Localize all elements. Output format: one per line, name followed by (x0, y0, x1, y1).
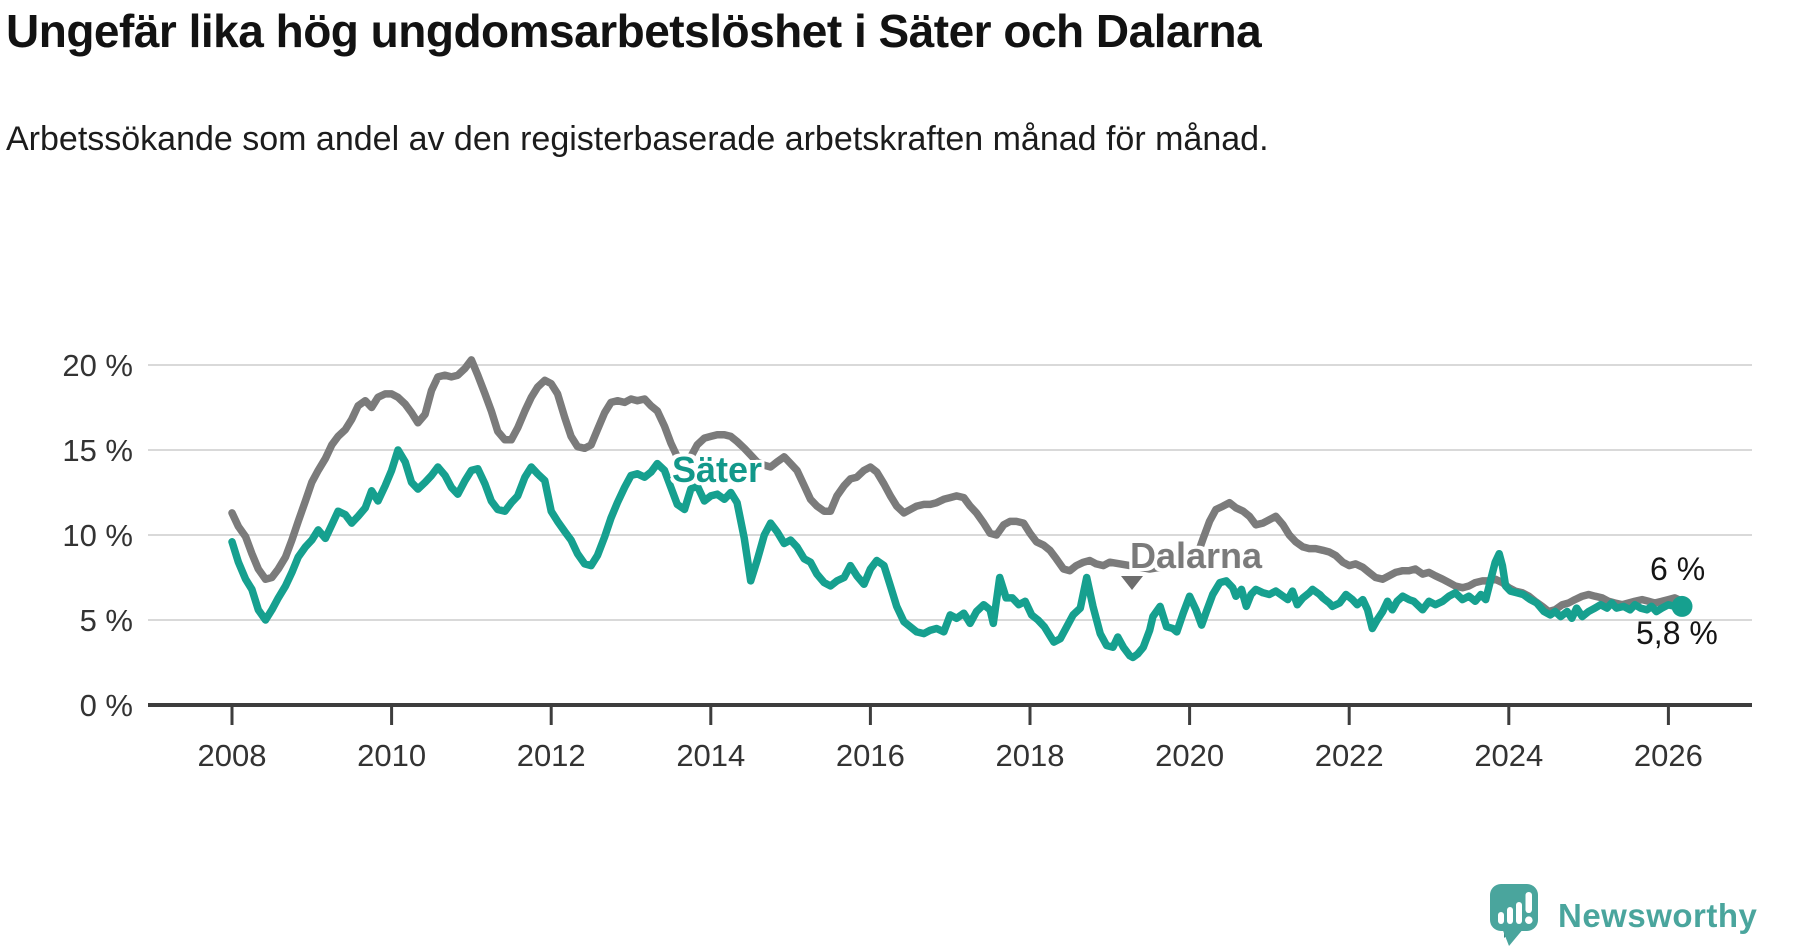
x-tick-label: 2022 (1315, 738, 1384, 773)
dalarna-series-label: Dalarna (1129, 535, 1263, 576)
x-tick-label: 2014 (676, 738, 745, 773)
x-tick-label: 2020 (1155, 738, 1224, 773)
chart-subtitle: Arbetssökande som andel av den registerb… (6, 120, 1269, 158)
y-tick-label: 0 % (80, 688, 133, 723)
dalarna-line (228, 356, 1686, 616)
dalarna-label-pointer-icon (1121, 576, 1143, 590)
saeter-series-label: Säter (671, 449, 763, 490)
x-tick-label: 2024 (1474, 738, 1543, 773)
y-tick-label: 15 % (62, 433, 133, 468)
x-tick-label: 2016 (836, 738, 905, 773)
x-tick-label: 2008 (198, 738, 267, 773)
x-tick-label: 2012 (517, 738, 586, 773)
y-tick-label: 20 % (62, 348, 133, 383)
saeter-line (228, 446, 1686, 662)
dalarna-end-value-label: 6 % (1650, 551, 1706, 587)
y-tick-label: 5 % (80, 603, 133, 638)
newsworthy-logo-icon (1490, 884, 1538, 946)
saeter-end-value-label: 5,8 % (1636, 615, 1718, 651)
logo-bar-1 (1498, 912, 1504, 924)
x-tick-label: 2010 (357, 738, 426, 773)
y-tick-label: 10 % (62, 518, 133, 553)
logo-exclamation-bar (1525, 892, 1532, 913)
chart-title: Ungefär lika hög ungdomsarbetslöshet i S… (6, 5, 1262, 57)
newsworthy-logo-text: Newsworthy (1558, 897, 1758, 934)
saeter-end-dot (1671, 595, 1693, 617)
x-tick-label: 2026 (1634, 738, 1703, 773)
logo-bar-2 (1507, 907, 1513, 924)
logo-tail (1502, 928, 1524, 946)
x-tick-label: 2018 (996, 738, 1065, 773)
newsworthy-logo: Newsworthy (1490, 884, 1757, 948)
logo-exclamation-dot (1525, 916, 1533, 924)
logo-bar-3 (1516, 902, 1522, 924)
